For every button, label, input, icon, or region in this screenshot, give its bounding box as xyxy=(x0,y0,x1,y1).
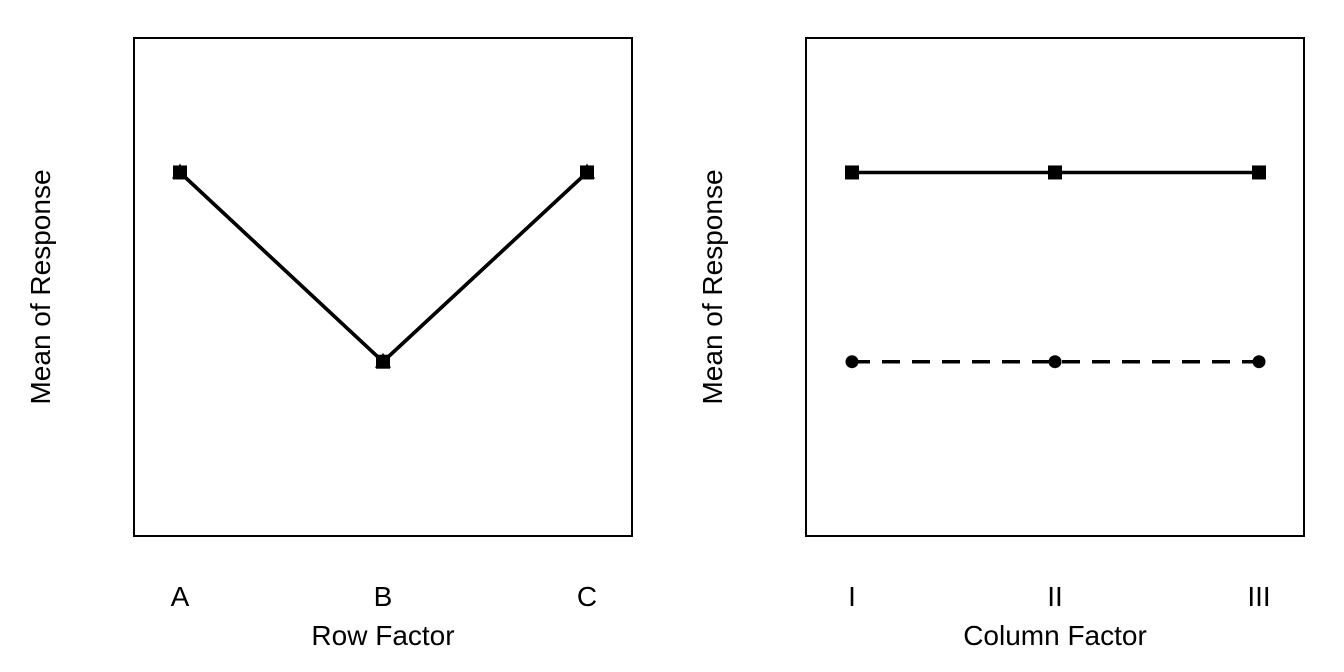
row-factor-tick-label-b: B xyxy=(374,581,393,612)
series-0-line xyxy=(178,171,589,365)
column-factor-plot-frame xyxy=(805,37,1305,537)
column-factor-marks xyxy=(845,165,1266,369)
row-factor-ylabel: Mean of Response xyxy=(25,169,56,404)
row-factor-tick-label-c: C xyxy=(577,581,597,612)
column-factor-ylabel: Mean of Response xyxy=(697,169,728,404)
series-1-point-c xyxy=(579,163,595,179)
column-factor-xlabel: Column Factor xyxy=(963,620,1147,651)
row-factor-tick-labels: A B C xyxy=(171,581,597,612)
column-factor-tick-label-ii: II xyxy=(1047,581,1063,612)
row-factor-marks xyxy=(172,163,595,369)
column-factor-tick-label-iii: III xyxy=(1247,581,1270,612)
series-1-point-a xyxy=(172,163,188,179)
series-1-point-b xyxy=(375,352,391,368)
series-1-point-i xyxy=(845,355,859,369)
series-1-point-ii xyxy=(1048,355,1062,369)
series-0-point-iii xyxy=(1252,165,1266,180)
column-factor-tick-labels: I II III xyxy=(848,581,1271,612)
series-1-point-iii xyxy=(1252,355,1266,369)
row-factor-plot-frame xyxy=(133,37,633,537)
column-factor-tick-label-i: I xyxy=(848,581,856,612)
series-0-point-ii xyxy=(1048,165,1062,180)
series-0-point-i xyxy=(845,165,859,180)
series-1-line xyxy=(178,171,589,365)
row-factor-tick-label-a: A xyxy=(171,581,190,612)
row-factor-panel: Mean of Response Row Factor A B C xyxy=(25,37,633,651)
column-factor-panel: Mean of Response Column Factor I II III xyxy=(697,37,1305,651)
row-factor-xlabel: Row Factor xyxy=(311,620,454,651)
